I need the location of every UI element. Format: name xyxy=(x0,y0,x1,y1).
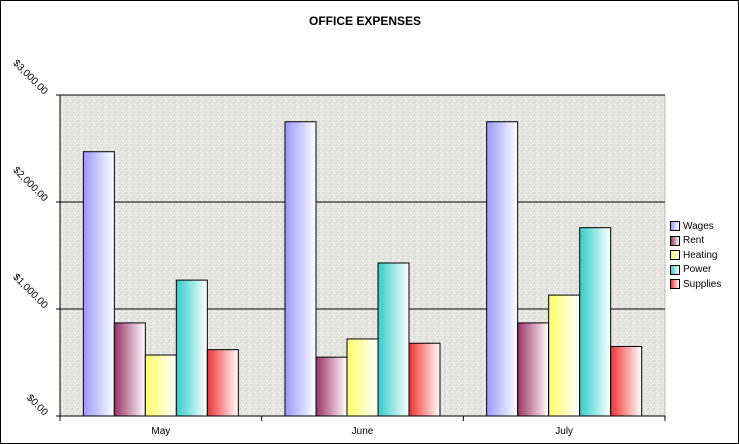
legend-item: Heating xyxy=(670,248,736,263)
legend-label: Heating xyxy=(683,249,718,261)
x-tick-label: June xyxy=(352,426,374,437)
bar-power-june xyxy=(377,262,410,417)
bar-power-may xyxy=(175,279,208,417)
legend: Wages Rent Heating Power Supplies xyxy=(670,219,736,292)
legend-label: Wages xyxy=(683,220,714,232)
y-tick-label: $2,000.00 xyxy=(10,165,50,205)
bar-wages-june xyxy=(284,121,317,417)
legend-swatch xyxy=(670,279,680,290)
legend-swatch xyxy=(670,221,680,232)
legend-swatch xyxy=(670,250,680,261)
legend-label: Power xyxy=(683,264,712,276)
y-tick-label: $1,000.00 xyxy=(10,272,50,312)
bar-supplies-may xyxy=(206,349,239,417)
legend-label: Supplies xyxy=(683,278,722,290)
x-tick-label: July xyxy=(555,426,573,437)
bar-wages-may xyxy=(82,151,115,417)
legend-swatch xyxy=(670,264,680,275)
bar-wages-july xyxy=(486,121,519,417)
bar-rent-may xyxy=(113,322,146,417)
y-tick-label: $3,000.00 xyxy=(10,58,50,98)
chart-title: OFFICE EXPENSES xyxy=(308,14,422,28)
bar-heating-july xyxy=(548,294,581,417)
legend-item: Rent xyxy=(670,234,736,249)
bar-heating-may xyxy=(144,354,177,417)
legend-swatch xyxy=(670,235,680,246)
legend-label: Rent xyxy=(683,235,705,247)
y-tick-label: $0.00 xyxy=(24,393,50,419)
legend-item: Wages xyxy=(670,219,736,234)
bar-power-july xyxy=(579,227,612,417)
bar-heating-june xyxy=(346,338,379,417)
bar-supplies-july xyxy=(610,345,643,417)
bar-rent-june xyxy=(315,356,348,417)
bar-rent-july xyxy=(517,322,550,417)
x-tick-label: May xyxy=(151,426,170,437)
legend-item: Supplies xyxy=(670,277,736,292)
bar-supplies-june xyxy=(408,342,441,417)
legend-item: Power xyxy=(670,263,736,278)
